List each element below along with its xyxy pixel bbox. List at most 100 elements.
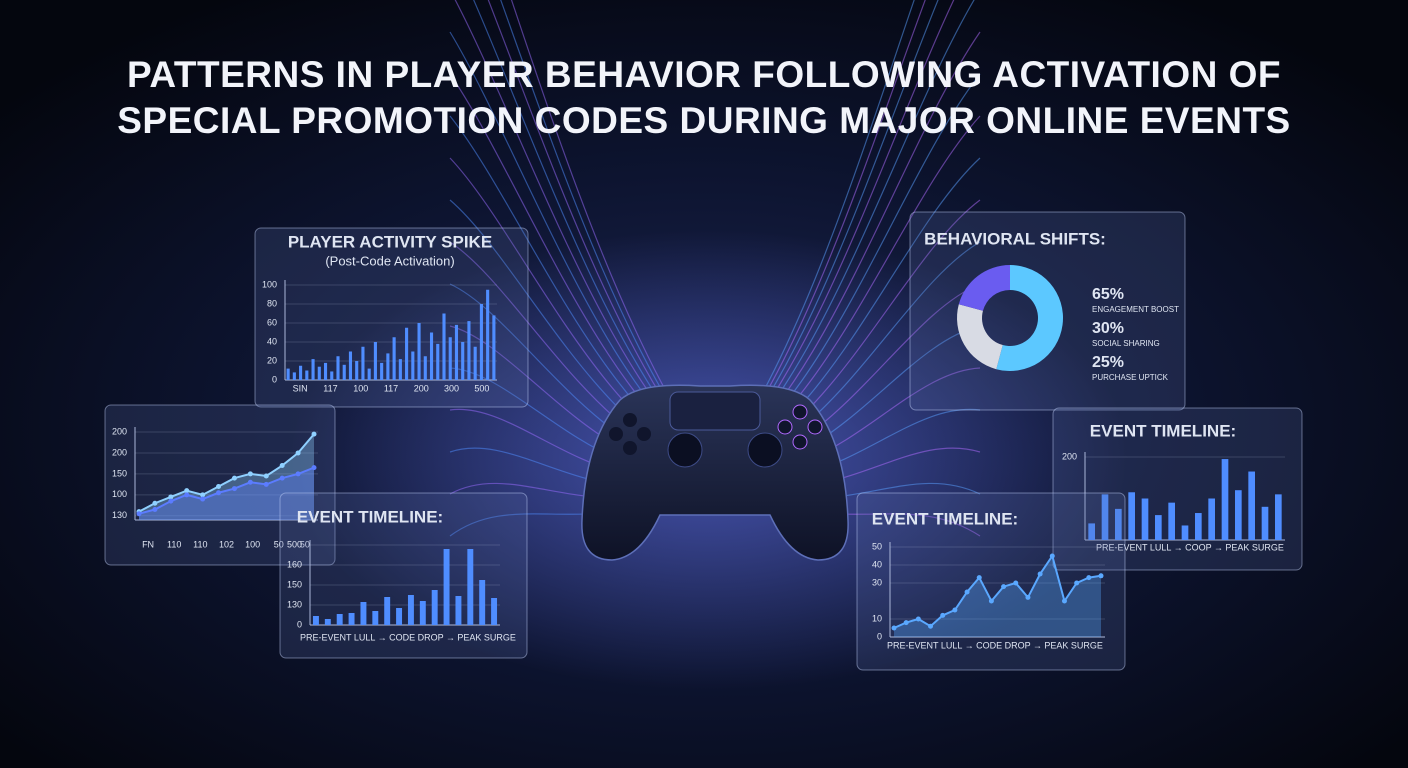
area (139, 467, 314, 520)
bar (423, 356, 427, 380)
point (1025, 594, 1031, 600)
point (311, 465, 317, 471)
bar (342, 364, 346, 380)
x-tick-label: SIN (293, 383, 308, 393)
point (216, 490, 222, 496)
y-tick-label: 10 (872, 613, 882, 623)
bar (286, 368, 290, 380)
y-tick-label: 130 (287, 599, 302, 609)
point (928, 623, 934, 629)
y-tick-label: 0 (297, 619, 302, 629)
bar (396, 608, 403, 625)
point (200, 496, 206, 502)
y-tick-label: 150 (112, 468, 127, 478)
bar (1261, 506, 1269, 540)
x-tick-label: 102 (219, 539, 234, 549)
point (952, 607, 958, 613)
bar (317, 366, 321, 380)
panel (856, 492, 1126, 671)
y-tick-label: 0 (272, 374, 277, 384)
bar (336, 614, 343, 625)
bar (455, 596, 462, 625)
annotation: PRE-EVENT LULL → COOP → PEAK SURGE (1096, 542, 1284, 552)
point (231, 475, 237, 481)
point (247, 479, 253, 485)
bar (1168, 502, 1175, 540)
x-tick-label: 200 (414, 383, 429, 393)
bar (461, 342, 465, 380)
bar (1235, 490, 1242, 540)
bar (336, 356, 340, 380)
bar (417, 323, 421, 380)
bar (330, 371, 334, 380)
category-label: SOCIAL SHARING (1092, 339, 1160, 348)
chart-title: EVENT TIMELINE: (1090, 421, 1236, 440)
bar (429, 332, 434, 380)
bar (467, 549, 474, 625)
x-tick-label: 117 (384, 383, 398, 393)
point (1098, 573, 1104, 579)
x-tick-label: 300 (444, 383, 459, 393)
annotation: PRE-EVENT LULL → CODE DROP → PEAK SURGE (300, 632, 516, 642)
chart-panel: 130 100 150 200 200 FN 110 110 102 100 50 50 (104, 404, 336, 566)
bar (323, 362, 328, 380)
donut-slice (958, 265, 1010, 311)
bar (1155, 515, 1162, 540)
bar (405, 327, 409, 380)
bar (312, 616, 319, 625)
bar (384, 597, 391, 625)
point (1086, 575, 1092, 581)
bar (479, 304, 483, 380)
x-tick-label: 100 (245, 539, 260, 549)
bar (473, 346, 477, 380)
point (263, 481, 269, 487)
point (903, 620, 909, 626)
x-tick-label: 117 (323, 383, 337, 393)
y-tick-label: 80 (267, 298, 277, 308)
point (1049, 553, 1055, 559)
y-tick-label: 40 (267, 336, 277, 346)
bar (1128, 492, 1135, 540)
bar (292, 372, 296, 380)
chart-panel: PLAYER ACTIVITY SPIKE (Post-Code Activati… (254, 227, 529, 408)
x-tick-label: FN (142, 539, 154, 549)
bar (491, 598, 498, 625)
x-tick-label: 50 (300, 539, 310, 549)
y-tick-label: 30 (872, 577, 882, 587)
bar (443, 549, 450, 625)
point (295, 471, 301, 477)
y-tick-label: 150 (287, 579, 302, 589)
y-tick-label: 100 (112, 489, 127, 499)
point (152, 507, 158, 513)
point (279, 463, 285, 469)
point (311, 431, 317, 437)
donut-slice (957, 304, 1003, 370)
x-tick-label: 110 (193, 539, 207, 549)
bar (361, 346, 365, 380)
x-tick-label: 100 (353, 383, 368, 393)
value-label: 25% (1092, 354, 1124, 371)
point (976, 575, 982, 581)
bar (355, 361, 359, 380)
x-tick-label: 500 (474, 383, 489, 393)
bar (1115, 508, 1122, 540)
page-title: PATTERNS IN PLAYER BEHAVIOR FOLLOWING AC… (117, 54, 1291, 141)
point (279, 475, 285, 481)
point (964, 589, 970, 595)
point (231, 486, 237, 492)
bar (386, 353, 390, 380)
y-tick-label: 40 (872, 559, 882, 569)
bar (431, 590, 438, 625)
area (139, 434, 314, 520)
bar (419, 601, 426, 625)
point (216, 483, 222, 489)
bar (479, 580, 486, 625)
y-tick-label: 160 (287, 559, 302, 569)
category-label: PURCHASE UPTICK (1092, 373, 1169, 382)
point (168, 498, 174, 504)
category-label: ENGAGEMENT BOOST (1092, 305, 1179, 314)
y-tick-label: 60 (267, 317, 277, 327)
x-tick-label: 50 (274, 539, 284, 549)
charts: PLAYER ACTIVITY SPIKE (Post-Code Activati… (104, 211, 1303, 671)
bar (360, 602, 367, 625)
